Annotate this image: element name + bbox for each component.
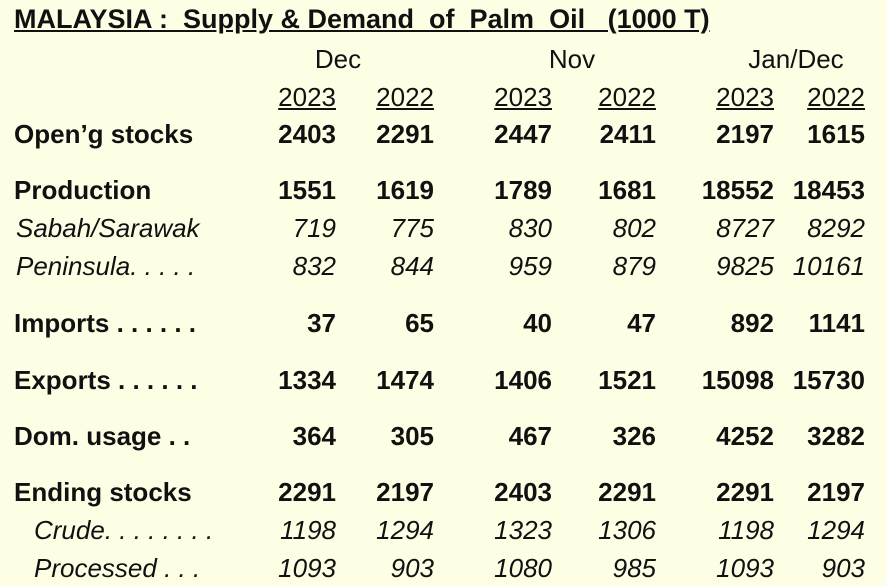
year-header: 2023 [278,82,336,112]
table-cell: 326 [612,421,656,451]
table-cell: 1198 [718,515,774,545]
table-cell: 2403 [494,477,552,507]
row-label: Processed . . . [34,553,201,583]
table-cell: 1294 [807,515,865,545]
table-cell: 1406 [494,365,552,395]
table-cell: 1334 [278,365,336,395]
table-cell: 15098 [701,365,774,395]
table-cell: 2447 [494,119,552,149]
table-cell: 844 [390,251,434,281]
table-cell: 47 [627,308,656,338]
table-cell: 1323 [494,515,552,545]
row-label: Peninsula. . . . . [16,251,196,281]
year-header: 2022 [807,82,865,112]
table-cell: 40 [523,308,552,338]
row-label: Open’g stocks [14,119,194,149]
table-cell: 9825 [716,251,774,281]
table-cell: 10161 [792,251,865,281]
table-cell: 903 [390,553,434,583]
row-label: Imports . . . . . . [14,308,197,338]
table-cell: 18453 [792,175,865,205]
year-header: 2023 [716,82,774,112]
table-cell: 2291 [598,477,656,507]
table-cell: 467 [508,421,552,451]
table-cell: 959 [508,251,552,281]
table-cell: 985 [612,553,656,583]
table-cell: 1521 [598,365,656,395]
table-cell: 305 [390,421,434,451]
year-header: 2023 [494,82,552,112]
table-cell: 8292 [807,213,865,243]
table-cell: 832 [292,251,336,281]
table-cell: 15730 [792,365,865,395]
table-cell: 1306 [598,515,656,545]
row-label: Dom. usage . . [14,421,191,451]
table-cell: 2197 [807,477,865,507]
table-cell: 892 [730,308,774,338]
table-cell: 18552 [701,175,774,205]
table-cell: 1615 [807,119,865,149]
table-cell: 1681 [598,175,656,205]
table-cell: 830 [508,213,552,243]
row-label: Crude. . . . . . . . [34,515,214,545]
table-cell: 1198 [280,515,336,545]
year-header: 2022 [598,82,656,112]
table-cell: 903 [821,553,865,583]
table-cell: 2291 [716,477,774,507]
table-cell: 719 [292,213,336,243]
table-cell: 8727 [716,213,774,243]
table-cell: 1093 [716,553,774,583]
table-cell: 1080 [494,553,552,583]
table-cell: 1294 [376,515,434,545]
table-cell: 1551 [278,175,336,205]
table-cell: 2197 [376,477,434,507]
table-cell: 3282 [807,421,865,451]
table-cell: 2291 [376,119,434,149]
table-cell: 2411 [599,119,656,149]
table-title: MALAYSIA : Supply & Demand of Palm Oil (… [14,4,710,34]
table-cell: 2291 [278,477,336,507]
table-cell: 802 [612,213,656,243]
table-cell: 364 [292,421,336,451]
period-header-dec: Dec [314,44,362,74]
table-cell: 37 [307,308,336,338]
row-label: Ending stocks [14,477,192,507]
table-cell: 775 [390,213,434,243]
table-cell: 2403 [278,119,336,149]
table-cell: 2197 [716,119,774,149]
row-label: Production [14,175,152,205]
table-cell: 879 [612,251,656,281]
table-cell: 1141 [808,308,865,338]
table-cell: 65 [405,308,434,338]
period-header-nov: Nov [548,44,596,74]
year-header: 2022 [376,82,434,112]
table-cell: 4252 [716,421,774,451]
table-cell: 1619 [376,175,434,205]
table-cell: 1093 [278,553,336,583]
period-header-jan-dec: Jan/Dec [748,44,844,74]
table-cell: 1474 [376,365,434,395]
row-label: Exports . . . . . . [14,365,198,395]
table-cell: 1789 [494,175,552,205]
row-label: Sabah/Sarawak [16,213,200,243]
